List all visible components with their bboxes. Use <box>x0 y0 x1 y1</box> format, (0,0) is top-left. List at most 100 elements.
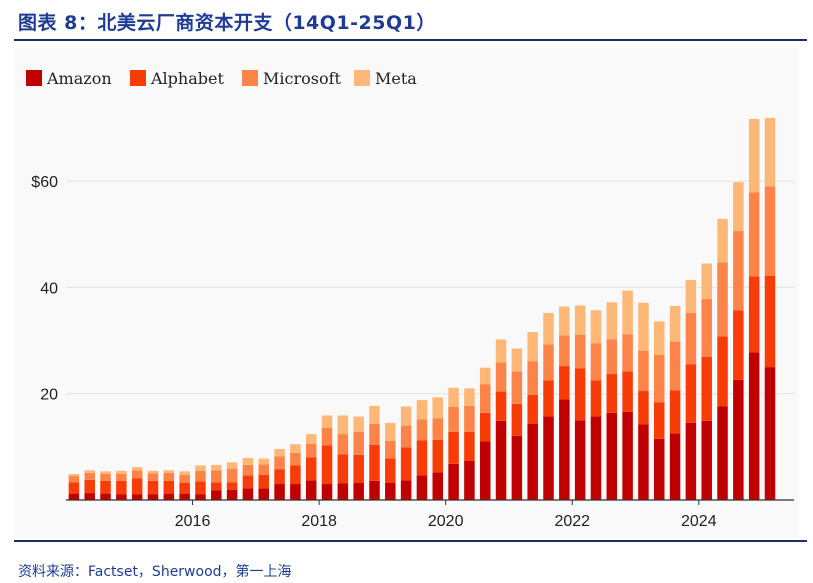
bar-segment-meta <box>274 448 285 457</box>
bar-segment-meta <box>733 182 744 232</box>
bar-segment-meta <box>748 118 760 193</box>
bar-segment-meta <box>400 406 412 426</box>
bar-segment-amazon <box>543 416 554 500</box>
bottom-rule <box>14 540 807 542</box>
bar-segment-microsoft <box>163 472 175 481</box>
bar-segment-amazon <box>685 422 697 500</box>
x-tick-label: 2016 <box>175 513 211 530</box>
bar-segment-alphabet <box>100 480 111 494</box>
bar-segment-amazon <box>464 460 475 500</box>
bar-segment-meta <box>131 467 143 471</box>
bar-segment-meta <box>638 302 649 351</box>
bar-segment-alphabet <box>211 482 222 491</box>
bar-segment-meta <box>495 339 507 363</box>
bar-segment-amazon <box>353 482 364 500</box>
bar-segment-amazon <box>258 488 269 500</box>
bar-segment-microsoft <box>68 476 80 483</box>
bar-segment-alphabet <box>606 374 618 413</box>
bar-segment-meta <box>432 397 444 419</box>
y-tick-labels: 20 40 $60 <box>31 174 58 404</box>
bar-segment-meta <box>195 465 206 471</box>
bar-segment-microsoft <box>226 468 238 483</box>
bar-segment-meta <box>116 470 127 474</box>
bar-segment-amazon <box>147 494 159 500</box>
bar-segment-meta <box>353 416 364 432</box>
bar-segment-microsoft <box>84 472 95 480</box>
bar-segment-alphabet <box>432 439 444 473</box>
bar-segment-microsoft <box>654 354 665 403</box>
bar-segment-amazon <box>416 475 428 500</box>
bar-segment-amazon <box>100 493 111 500</box>
bar-segment-alphabet <box>305 457 317 481</box>
bar-segment-amazon <box>116 494 127 500</box>
bar-segment-alphabet <box>701 357 712 421</box>
bar-segment-microsoft <box>495 362 507 392</box>
x-tick-labels: 2016 2018 2020 2022 2024 <box>175 500 717 530</box>
bar-segment-microsoft <box>479 384 491 413</box>
bar-segment-meta <box>590 310 602 344</box>
legend-label-meta: Meta <box>375 69 417 88</box>
bar-segment-meta <box>337 415 349 435</box>
bar-segment-meta <box>717 218 728 263</box>
bar-segment-microsoft <box>574 334 586 369</box>
bar-segment-meta <box>448 387 459 407</box>
bar-segment-alphabet <box>448 431 459 464</box>
bar-segment-microsoft <box>511 371 523 404</box>
bar-segment-alphabet <box>337 454 349 484</box>
bar-segment-microsoft <box>353 431 364 455</box>
bar-segment-amazon <box>131 494 143 500</box>
bar-segment-alphabet <box>685 364 697 423</box>
bar-segment-amazon <box>574 420 586 500</box>
x-tick-label: 2024 <box>681 513 717 530</box>
bar-segment-meta <box>654 321 665 355</box>
bar-segment-alphabet <box>68 482 80 494</box>
bar-segment-amazon <box>701 420 712 500</box>
bar-segment-amazon <box>84 493 95 500</box>
bar-segment-microsoft <box>764 186 776 276</box>
bar-segment-amazon <box>669 433 681 500</box>
bar-segment-amazon <box>337 483 349 500</box>
bar-segment-microsoft <box>416 419 428 441</box>
bar-segment-microsoft <box>369 423 380 445</box>
bar-segment-alphabet <box>717 336 728 407</box>
bar-segment-amazon <box>448 463 459 500</box>
legend-swatch-alphabet <box>130 70 146 86</box>
bar-segment-meta <box>685 279 697 313</box>
bar-segment-meta <box>701 263 712 300</box>
bar-segment-alphabet <box>195 481 206 495</box>
bar-segment-amazon <box>274 484 285 500</box>
bar-segment-microsoft <box>242 464 254 476</box>
legend-label-microsoft: Microsoft <box>263 69 342 88</box>
bar-segment-alphabet <box>574 368 586 421</box>
bar-segment-microsoft <box>337 434 349 455</box>
bar-segment-meta <box>321 415 333 428</box>
bar-segment-amazon <box>305 480 317 500</box>
bar-segment-amazon <box>179 493 190 500</box>
bar-segment-meta <box>147 470 159 474</box>
bar-segment-microsoft <box>290 452 301 466</box>
bar-segment-alphabet <box>527 394 538 424</box>
bar-segment-alphabet <box>385 458 396 483</box>
bar-segment-microsoft <box>701 299 712 358</box>
bar-segment-microsoft <box>622 334 633 372</box>
bar-segment-microsoft <box>305 443 317 458</box>
bar-segment-microsoft <box>464 405 475 432</box>
bar-segment-microsoft <box>116 473 127 481</box>
bar-segment-amazon <box>479 441 491 500</box>
bar-segment-alphabet <box>84 479 95 494</box>
bar-segment-alphabet <box>353 454 364 483</box>
bar-segment-microsoft <box>195 470 206 482</box>
bar-segment-microsoft <box>400 425 412 448</box>
x-tick-label: 2018 <box>301 513 337 530</box>
bar-segment-meta <box>464 388 475 406</box>
bar-segment-microsoft <box>448 406 459 432</box>
bar-segment-microsoft <box>211 470 222 483</box>
bar-segment-microsoft <box>131 470 143 479</box>
bar-segment-amazon <box>495 420 507 500</box>
bar-segment-amazon <box>511 435 523 500</box>
bar-segment-microsoft <box>717 262 728 337</box>
figure-title: 图表 8：北美云厂商资本开支（14Q1-25Q1） <box>18 12 436 34</box>
x-tick-label: 2022 <box>554 513 590 530</box>
bar-segment-alphabet <box>511 403 523 436</box>
bar-segment-meta <box>574 305 586 335</box>
